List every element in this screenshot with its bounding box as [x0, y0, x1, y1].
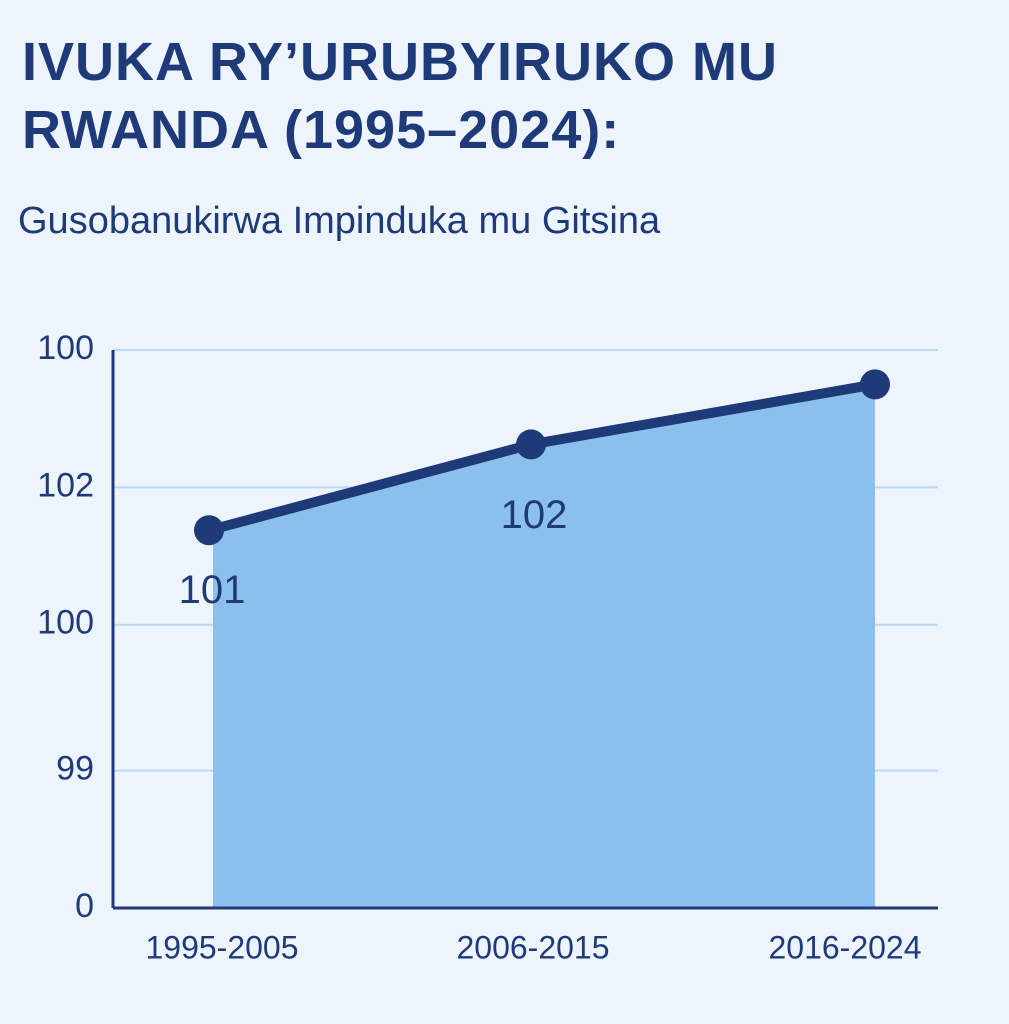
y-tick-label: 0	[75, 887, 94, 925]
x-tick-label: 2016-2024	[768, 929, 921, 965]
chart-title: IVUKA RY’URUBYIRUKO MU RWANDA (1995–2024…	[22, 32, 779, 160]
area	[213, 384, 875, 908]
point	[194, 515, 224, 546]
data-label: 101	[179, 568, 246, 612]
data-label: 102	[501, 493, 568, 537]
y-tick-label: 102	[37, 466, 94, 504]
y-tick-label: 99	[56, 750, 94, 788]
point	[860, 369, 890, 400]
point	[516, 429, 546, 460]
x-tick-label: 2006-2015	[456, 929, 609, 965]
y-tick-label: 100	[37, 329, 94, 367]
x-tick-label: 1995-2005	[145, 929, 298, 965]
chart-subtitle: Gusobanukirwa Impinduka mu Gitsina	[18, 200, 661, 242]
y-tick-label: 100	[37, 604, 94, 642]
